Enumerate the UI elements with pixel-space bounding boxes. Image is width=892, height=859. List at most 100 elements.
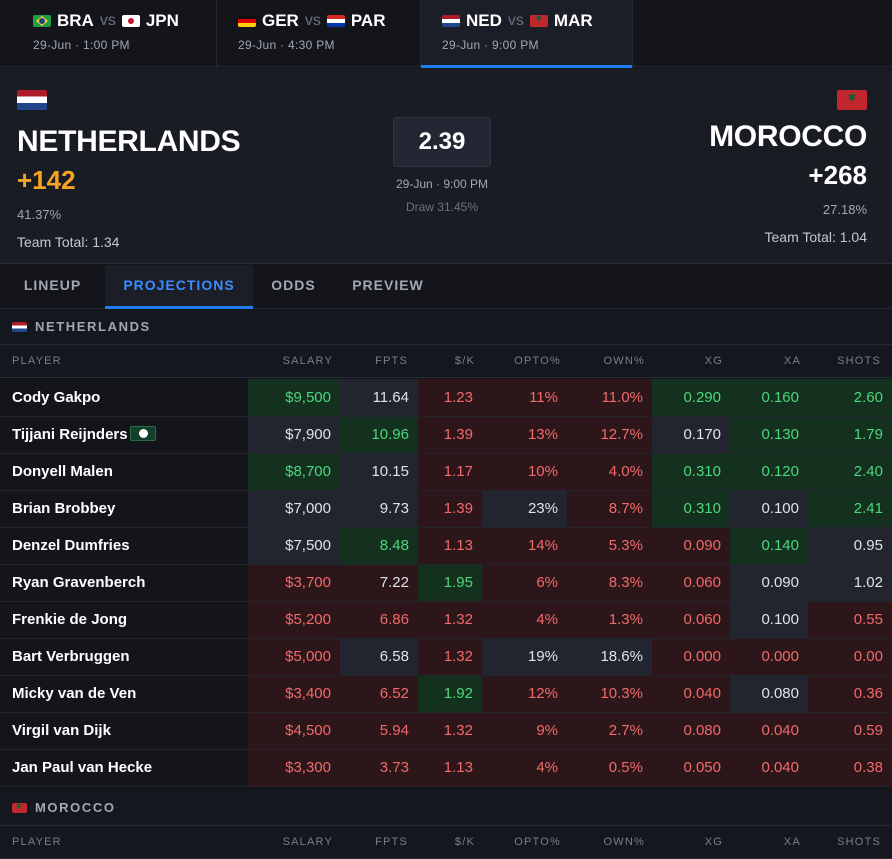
game-total: 2.39 xyxy=(393,117,491,167)
fpts-cell: 3.73 xyxy=(340,749,418,787)
col-xg[interactable]: XG xyxy=(704,355,723,367)
tab-preview[interactable]: PREVIEW xyxy=(352,277,424,293)
morocco-flag-icon xyxy=(12,802,27,813)
player-name[interactable]: Jan Paul van Hecke xyxy=(12,759,153,776)
shots-cell: 0.00 xyxy=(808,638,892,676)
table-row[interactable]: Bart Verbruggen $5,000 6.58 1.32 19% 18.6% 0.0… xyxy=(0,638,892,676)
match-header: NETHERLANDS +142 41.37% Team Total: 1.34… xyxy=(0,68,892,264)
fpts-cell: 6.52 xyxy=(340,675,418,713)
col-salary[interactable]: SALARY xyxy=(282,836,333,848)
match-kickoff-time: 29-Jun · 9:00 PM xyxy=(395,177,489,191)
col-xa[interactable]: XA xyxy=(783,836,801,848)
col-xa[interactable]: XA xyxy=(783,355,801,367)
col-per-k[interactable]: $/K xyxy=(454,836,475,848)
player-name-cell[interactable]: Brian Brobbey xyxy=(0,490,248,528)
opto-cell: 19% xyxy=(482,638,567,676)
player-name-cell[interactable]: Frenkie de Jong xyxy=(0,601,248,639)
own-cell: 4.0% xyxy=(567,453,652,491)
col-xg[interactable]: XG xyxy=(704,836,723,848)
player-name-cell[interactable]: Cody Gakpo xyxy=(0,379,248,417)
own-cell: 5.3% xyxy=(567,527,652,565)
table-row[interactable]: Brian Brobbey $7,000 9.73 1.39 23% 8.7% 0.310 0… xyxy=(0,490,892,528)
player-name[interactable]: Tijjani Reijnders xyxy=(12,426,128,443)
col-opto[interactable]: OPTO% xyxy=(514,355,561,367)
match-tab-ned-mar[interactable]: NED vs MAR 29-Jun · 9:00 PM xyxy=(421,0,633,68)
table-row[interactable]: Jan Paul van Hecke $3,300 3.73 1.13 4% 0.5% 0.… xyxy=(0,749,892,787)
match-time: 29-Jun · 9:00 PM xyxy=(442,38,539,52)
table-row[interactable]: Ryan Gravenberch $3,700 7.22 1.95 6% 8.3% 0.06… xyxy=(0,564,892,602)
xa-cell: 0.120 xyxy=(730,453,808,491)
col-fpts[interactable]: FPTS xyxy=(375,355,408,367)
fpts-cell: 10.15 xyxy=(340,453,418,491)
player-name[interactable]: Frenkie de Jong xyxy=(12,611,128,628)
shots-cell: 2.41 xyxy=(808,490,892,528)
match-home: BRA xyxy=(57,11,94,30)
player-name-cell[interactable]: Denzel Dumfries xyxy=(0,527,248,565)
tab-odds[interactable]: ODDS xyxy=(271,277,316,293)
player-name[interactable]: Denzel Dumfries xyxy=(12,537,130,554)
table-row[interactable]: Cody Gakpo $9,500 11.64 1.23 11% 11.0% 0.290 0.… xyxy=(0,379,892,417)
player-name[interactable]: Brian Brobbey xyxy=(12,500,116,517)
match-away: PAR xyxy=(350,11,386,30)
player-name-cell[interactable]: Ryan Gravenberch xyxy=(0,564,248,602)
tab-lineup[interactable]: LINEUP xyxy=(23,277,82,293)
player-name-cell[interactable]: Micky van de Ven xyxy=(0,675,248,713)
player-name-cell[interactable]: Virgil van Dijk xyxy=(0,712,248,750)
shots-cell: 0.36 xyxy=(808,675,892,713)
section-title: NETHERLANDS xyxy=(35,319,151,334)
fpts-cell: 11.64 xyxy=(340,379,418,417)
salary-cell: $9,500 xyxy=(248,379,340,417)
col-own[interactable]: OWN% xyxy=(603,836,645,848)
player-name[interactable]: Cody Gakpo xyxy=(12,388,101,406)
tab-projections[interactable]: PROJECTIONS xyxy=(105,265,253,309)
xg-cell: 0.290 xyxy=(652,379,730,417)
table-row[interactable]: Donyell Malen $8,700 10.15 1.17 10% 4.0% 0.310… xyxy=(0,453,892,491)
paraguay-flag-icon xyxy=(326,15,345,27)
col-salary[interactable]: SALARY xyxy=(282,355,333,367)
col-fpts[interactable]: FPTS xyxy=(375,836,408,848)
fpts-cell: 6.58 xyxy=(340,638,418,676)
player-name-cell[interactable]: Donyell Malen xyxy=(0,453,248,491)
salary-cell: $5,200 xyxy=(248,601,340,639)
table-row[interactable]: Denzel Dumfries $7,500 8.48 1.13 14% 5.3% 0.09… xyxy=(0,527,892,565)
player-name-cell[interactable]: Tijjani Reijnders xyxy=(0,416,248,454)
col-opto[interactable]: OPTO% xyxy=(514,836,561,848)
match-tab-ger-par[interactable]: GER vs PAR 29-Jun · 4:30 PM xyxy=(217,0,421,67)
per-k-cell: 1.32 xyxy=(418,638,482,676)
netherlands-flag-icon xyxy=(17,90,47,110)
col-shots[interactable]: SHOTS xyxy=(837,836,881,848)
opto-cell: 14% xyxy=(482,527,567,565)
opto-cell: 11% xyxy=(482,379,567,417)
player-name[interactable]: Bart Verbruggen xyxy=(12,648,130,665)
xa-cell: 0.100 xyxy=(730,490,808,528)
player-name[interactable]: Virgil van Dijk xyxy=(12,722,111,739)
player-name[interactable]: Micky van de Ven xyxy=(12,685,137,702)
fpts-cell: 7.22 xyxy=(340,564,418,602)
match-center: 2.39 29-Jun · 9:00 PM Draw 31.45% xyxy=(393,117,491,214)
own-cell: 18.6% xyxy=(567,638,652,676)
netherlands-flag-icon xyxy=(442,15,460,27)
player-name-cell[interactable]: Jan Paul van Hecke xyxy=(0,749,248,787)
col-player[interactable]: PLAYER xyxy=(12,355,62,367)
match-tab-bra-jpn[interactable]: BRA vs JPN 29-Jun · 1:00 PM xyxy=(0,0,217,67)
away-team-block: MOROCCO +268 27.18% Team Total: 1.04 xyxy=(709,90,867,245)
salary-cell: $3,300 xyxy=(248,749,340,787)
match-away: JPN xyxy=(145,11,179,30)
shots-cell: 0.95 xyxy=(808,527,892,565)
germany-flag-icon xyxy=(238,15,256,27)
player-name-cell[interactable]: Bart Verbruggen xyxy=(0,638,248,676)
home-team-name: NETHERLANDS xyxy=(17,125,241,158)
table-row[interactable]: Tijjani Reijnders $7,900 10.96 1.39 13% 12.7%… xyxy=(0,416,892,454)
player-name[interactable]: Donyell Malen xyxy=(12,463,113,480)
col-player[interactable]: PLAYER xyxy=(12,836,62,848)
shots-cell: 0.59 xyxy=(808,712,892,750)
table-row[interactable]: Virgil van Dijk $4,500 5.94 1.32 9% 2.7% 0.080… xyxy=(0,712,892,750)
table-row[interactable]: Micky van de Ven $3,400 6.52 1.92 12% 10.3% 0.… xyxy=(0,675,892,713)
table-row[interactable]: Frenkie de Jong $5,200 6.86 1.32 4% 1.3% 0.060… xyxy=(0,601,892,639)
player-name[interactable]: Ryan Gravenberch xyxy=(12,574,146,591)
col-per-k[interactable]: $/K xyxy=(454,355,475,367)
col-shots[interactable]: SHOTS xyxy=(837,355,881,367)
own-cell: 12.7% xyxy=(567,416,652,454)
xg-cell: 0.090 xyxy=(652,527,730,565)
col-own[interactable]: OWN% xyxy=(603,355,645,367)
